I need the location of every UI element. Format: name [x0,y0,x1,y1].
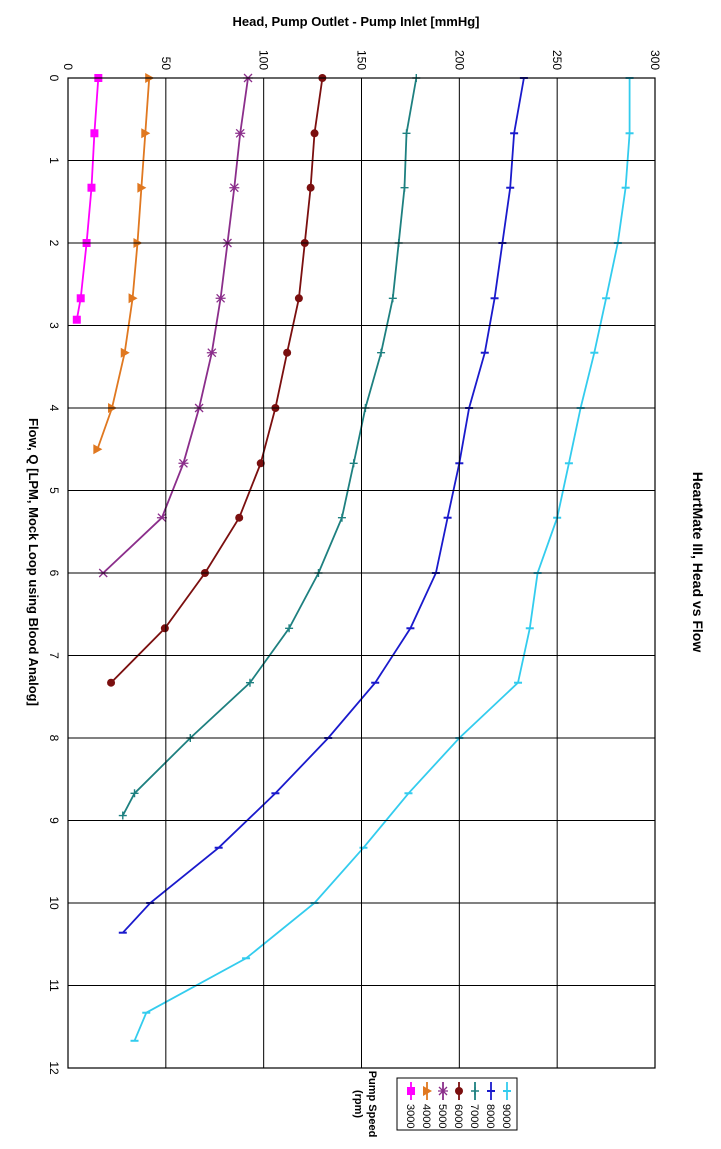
data-point [156,513,167,523]
series-line [122,77,418,816]
legend-entry: 4000 [420,1082,432,1128]
series-line [96,77,151,450]
data-point [402,129,411,138]
series-line [75,77,100,320]
x-tick-label: 12 [47,1061,61,1075]
data-point [93,444,103,455]
data-point [256,459,265,468]
y-tick-label: 0 [61,63,75,70]
y-tick-label: 50 [159,57,173,71]
legend-label: 6000 [452,1104,464,1128]
legend-label: 3000 [404,1104,416,1128]
y-tick-label: 200 [452,50,466,70]
data-point [130,789,139,798]
data-point [137,182,147,193]
x-tick-label: 9 [47,817,61,824]
data-point [285,624,294,633]
legend-label: 4000 [420,1104,432,1128]
legend-title-unit: (rpm) [352,1090,364,1118]
legend-entry: 9000 [500,1082,512,1128]
y-tick-label: 100 [257,50,271,70]
plot-frame [67,77,656,1069]
x-tick-label: 1 [47,157,61,164]
series-line [110,77,324,684]
legend-label: 7000 [468,1104,480,1128]
legend-entry: 5000 [436,1082,448,1128]
data-point [229,183,240,193]
data-point [377,348,386,357]
x-tick-label: 10 [47,896,61,910]
chart-title: HeartMate III, Head vs Flow [690,472,706,653]
legend-entry: 8000 [484,1082,496,1128]
data-point [76,294,85,303]
data-point [128,293,138,304]
data-point [235,513,244,522]
series-line [122,77,525,934]
data-point [120,347,130,358]
legend-title: Pump Speed [366,1071,378,1138]
data-point [471,1087,479,1095]
legend-label: 8000 [484,1104,496,1128]
series-8000 [118,77,528,934]
x-tick-label: 11 [47,979,61,992]
y-axis-title: Head, Pump Outlet - Pump Inlet [mmHg] [232,14,479,29]
data-point [294,294,303,303]
data-point [160,624,169,633]
data-point [455,1087,463,1095]
data-point [310,129,319,138]
data-point [72,315,81,324]
x-tick-label: 2 [47,240,61,247]
data-point [215,293,226,303]
legend-label: 9000 [500,1104,512,1128]
x-tick-label: 0 [47,75,61,82]
data-point [206,348,217,358]
data-point [87,183,96,192]
data-point [235,128,246,138]
x-tick-label: 5 [47,487,61,494]
data-point [283,348,292,357]
series-4000 [93,73,155,455]
x-tick-label: 3 [47,322,61,329]
y-tick-label: 250 [550,50,564,70]
x-tick-label: 7 [47,652,61,659]
data-point [118,811,127,820]
data-point [407,1087,415,1095]
y-tick-label: 150 [355,50,369,70]
data-point [90,129,99,138]
x-tick-label: 8 [47,735,61,742]
data-point [178,458,189,468]
x-tick-label: 6 [47,570,61,577]
y-tick-label: 300 [648,50,662,70]
x-axis-title: Flow, Q [LPM, Mock Loop using Blood Anal… [26,418,41,706]
legend-label: 5000 [436,1104,448,1128]
series-3000 [72,74,103,324]
legend-entry: 7000 [468,1082,480,1128]
data-point [349,459,358,468]
x-tick-label: 4 [47,405,61,412]
legend-entry: 6000 [452,1082,464,1128]
series-6000 [107,74,327,687]
data-point [400,183,409,192]
data-point [337,513,346,522]
legend-entry: 3000 [404,1082,416,1128]
series-line [133,78,631,1042]
data-point [423,1086,432,1096]
series-7000 [118,74,421,820]
data-point [107,678,116,687]
data-point [141,128,151,139]
series-9000 [130,77,634,1042]
data-point [306,183,315,192]
data-point [438,1086,448,1096]
data-point [245,678,254,687]
data-point [388,294,397,303]
